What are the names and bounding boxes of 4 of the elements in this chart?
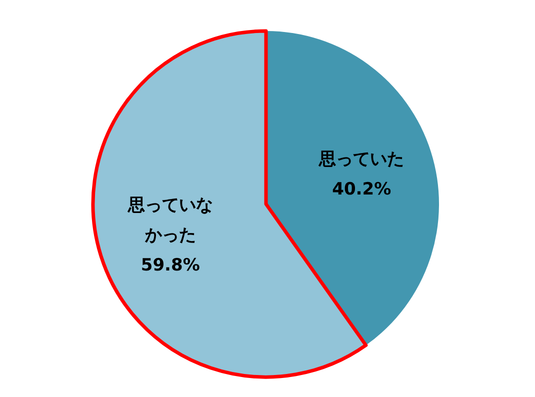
slice-label: 思っていた <box>318 150 404 170</box>
data-label: 40.2% <box>332 180 392 200</box>
slice-label: 思っていなかった <box>126 195 213 246</box>
data-label: 59.8% <box>140 255 200 276</box>
